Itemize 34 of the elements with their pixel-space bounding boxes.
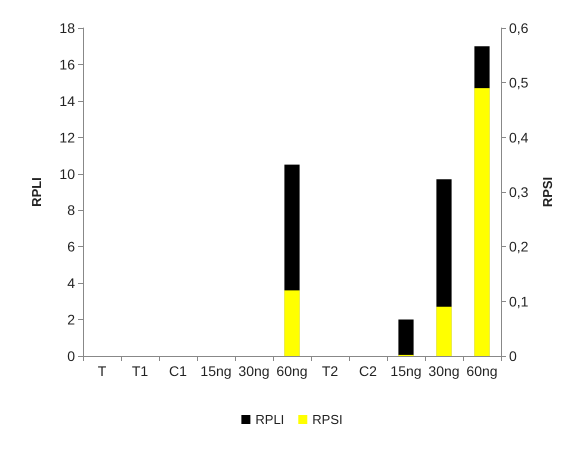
y2-tick-label: 0,4 <box>509 129 529 146</box>
x-tick-label: T2 <box>322 363 338 379</box>
y-tick-label: 8 <box>67 202 76 218</box>
x-tick-label: 15ng <box>390 363 422 379</box>
y-tick-label: 14 <box>59 92 76 109</box>
legend-label: RPSI <box>312 412 343 427</box>
y2-tick-label: 0 <box>509 348 517 364</box>
bar <box>398 320 414 356</box>
y2-tick-label: 0,1 <box>509 293 529 310</box>
x-tick-label: T1 <box>132 363 148 379</box>
x-tick-label: T <box>98 363 107 379</box>
y-tick-label: 16 <box>59 56 76 72</box>
legend-label: RPLI <box>255 412 284 427</box>
x-tick-label: 30ng <box>428 363 460 379</box>
y-tick-label: 4 <box>67 275 76 292</box>
y-tick-label: 12 <box>59 129 76 146</box>
y-tick-label: 0 <box>67 348 76 364</box>
y2-tick-label: 0,6 <box>509 20 529 36</box>
y2-tick-label: 0,2 <box>509 238 529 255</box>
x-tick-label: 60ng <box>466 363 498 379</box>
y2-tick-label: 0,5 <box>509 74 529 91</box>
x-tick-label: C2 <box>359 363 378 379</box>
y2-axis-title: RPSI <box>540 176 555 208</box>
x-tick-label: C1 <box>169 363 188 379</box>
x-tick-label: 15ng <box>200 363 232 379</box>
bar <box>436 306 452 356</box>
x-tick-label: 30ng <box>238 363 270 379</box>
y2-tick-label: 0,3 <box>509 184 529 200</box>
y-tick-label: 10 <box>59 166 76 182</box>
y-tick-label: 2 <box>67 312 76 328</box>
y-axis-title: RPLI <box>29 177 44 207</box>
y-tick-label: 18 <box>59 20 76 36</box>
y-tick-label: 6 <box>67 238 76 255</box>
x-tick-label: 60ng <box>276 363 308 379</box>
